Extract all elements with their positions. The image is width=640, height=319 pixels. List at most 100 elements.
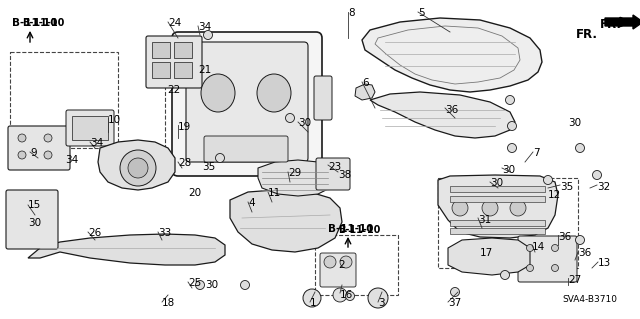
Circle shape xyxy=(128,158,148,178)
Text: 24: 24 xyxy=(168,18,181,28)
Circle shape xyxy=(18,134,26,142)
Ellipse shape xyxy=(201,74,235,112)
Bar xyxy=(315,235,398,295)
Text: 30: 30 xyxy=(205,280,218,290)
Polygon shape xyxy=(258,160,332,196)
Text: 36: 36 xyxy=(558,232,572,242)
Text: 28: 28 xyxy=(178,158,191,168)
Polygon shape xyxy=(438,175,558,238)
Circle shape xyxy=(44,151,52,159)
Bar xyxy=(438,178,578,268)
FancyBboxPatch shape xyxy=(66,110,114,146)
Circle shape xyxy=(506,95,515,105)
Bar xyxy=(165,48,318,172)
Text: 12: 12 xyxy=(548,190,561,200)
Circle shape xyxy=(241,280,250,290)
Text: 36: 36 xyxy=(445,105,458,115)
Polygon shape xyxy=(370,92,515,138)
Circle shape xyxy=(510,200,526,216)
Circle shape xyxy=(593,170,602,180)
Circle shape xyxy=(368,288,388,308)
Text: 14: 14 xyxy=(532,242,545,252)
Text: B-11-10: B-11-10 xyxy=(328,224,374,234)
Text: 34: 34 xyxy=(65,155,78,165)
Circle shape xyxy=(575,144,584,152)
Text: 13: 13 xyxy=(598,258,611,268)
Text: 8: 8 xyxy=(348,8,355,18)
Circle shape xyxy=(303,289,321,307)
Text: 19: 19 xyxy=(178,122,191,132)
Circle shape xyxy=(527,264,534,271)
Text: 18: 18 xyxy=(162,298,175,308)
Text: 35: 35 xyxy=(202,162,215,172)
Bar xyxy=(450,220,545,226)
FancyBboxPatch shape xyxy=(320,253,356,287)
Text: 30: 30 xyxy=(568,118,581,128)
Polygon shape xyxy=(98,140,175,190)
Bar xyxy=(450,196,545,202)
FancyBboxPatch shape xyxy=(6,190,58,249)
FancyBboxPatch shape xyxy=(8,126,70,170)
FancyBboxPatch shape xyxy=(204,136,288,162)
Text: 10: 10 xyxy=(108,115,121,125)
Circle shape xyxy=(346,292,355,300)
Circle shape xyxy=(324,256,336,268)
Circle shape xyxy=(552,264,559,271)
Text: 31: 31 xyxy=(478,215,492,225)
Text: 23: 23 xyxy=(328,162,341,172)
Bar xyxy=(152,62,170,78)
Text: 32: 32 xyxy=(597,182,611,192)
Bar xyxy=(174,42,192,58)
FancyArrow shape xyxy=(605,15,640,29)
Text: 30: 30 xyxy=(502,165,515,175)
Text: 11: 11 xyxy=(268,188,281,198)
Text: 7: 7 xyxy=(533,148,540,158)
Circle shape xyxy=(44,134,52,142)
Circle shape xyxy=(508,122,516,130)
Bar xyxy=(450,228,545,234)
Text: 6: 6 xyxy=(362,78,369,88)
Text: 30: 30 xyxy=(298,118,311,128)
Text: B-11-10: B-11-10 xyxy=(12,18,58,28)
FancyBboxPatch shape xyxy=(146,36,202,88)
Circle shape xyxy=(527,244,534,251)
Circle shape xyxy=(120,150,156,186)
Polygon shape xyxy=(448,238,530,275)
Text: 21: 21 xyxy=(198,65,211,75)
Circle shape xyxy=(204,31,212,40)
Text: 15: 15 xyxy=(28,200,41,210)
Circle shape xyxy=(216,153,225,162)
Bar xyxy=(72,116,108,140)
Bar xyxy=(10,52,118,148)
Text: 1: 1 xyxy=(310,298,317,308)
Bar xyxy=(174,62,192,78)
Circle shape xyxy=(543,175,552,184)
Text: 34: 34 xyxy=(90,138,103,148)
Text: 25: 25 xyxy=(188,278,201,288)
FancyBboxPatch shape xyxy=(186,42,308,162)
Text: 35: 35 xyxy=(560,182,573,192)
Text: SVA4-B3710: SVA4-B3710 xyxy=(562,295,617,304)
Ellipse shape xyxy=(257,74,291,112)
Circle shape xyxy=(18,151,26,159)
Text: FR.: FR. xyxy=(600,18,622,31)
Polygon shape xyxy=(28,234,225,265)
Text: 34: 34 xyxy=(198,22,211,32)
Text: 20: 20 xyxy=(188,188,201,198)
Text: 9: 9 xyxy=(30,148,36,158)
Circle shape xyxy=(482,200,498,216)
Text: 26: 26 xyxy=(88,228,101,238)
Text: 36: 36 xyxy=(578,248,591,258)
Text: 29: 29 xyxy=(288,168,301,178)
Text: 38: 38 xyxy=(338,170,351,180)
Text: B-11-10: B-11-10 xyxy=(338,225,380,235)
Circle shape xyxy=(575,235,584,244)
Polygon shape xyxy=(362,18,542,92)
Text: 5: 5 xyxy=(418,8,424,18)
Circle shape xyxy=(333,288,347,302)
Text: B-11-10: B-11-10 xyxy=(22,18,65,28)
Text: 27: 27 xyxy=(568,275,581,285)
FancyBboxPatch shape xyxy=(518,236,577,282)
Circle shape xyxy=(552,244,559,251)
Text: 30: 30 xyxy=(28,218,41,228)
